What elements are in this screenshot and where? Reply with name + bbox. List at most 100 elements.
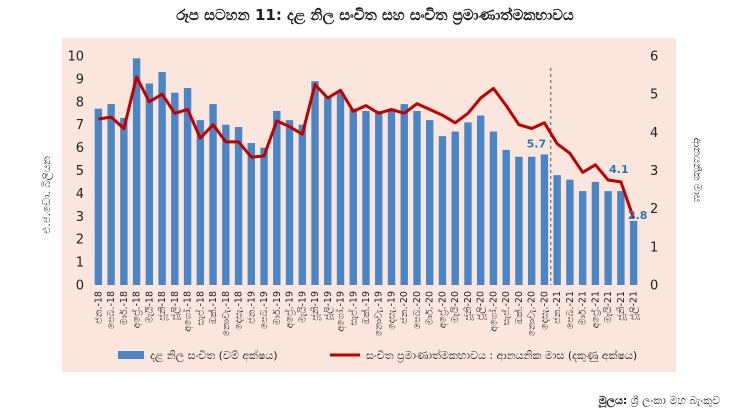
bar bbox=[527, 156, 536, 285]
x-tick-label: මාර්.-21 bbox=[577, 291, 589, 325]
x-tick-label: අප්‍රේ.-19 bbox=[282, 291, 295, 328]
y-left-tick-label: 10 bbox=[67, 50, 84, 65]
bar bbox=[120, 117, 128, 285]
source-label: මූලය: bbox=[598, 394, 628, 407]
data-labels: 5.7 4.1 2.8 bbox=[527, 137, 648, 221]
x-tick-label: අප්‍රේ.-20 bbox=[435, 291, 448, 328]
legend-bar-label: දළ නිල සංචිත (වම් අක්ෂය) bbox=[150, 348, 278, 363]
x-tick-label: ජූලි-19 bbox=[323, 291, 334, 321]
x-tick-label: අගෝ.-19 bbox=[334, 291, 347, 332]
x-tick-label: අගෝ.-18 bbox=[181, 291, 194, 332]
x-tick-label: ජූනි-20 bbox=[463, 291, 474, 321]
bar bbox=[209, 104, 217, 285]
bar bbox=[629, 220, 638, 285]
bar bbox=[222, 124, 230, 285]
bar bbox=[285, 120, 294, 286]
x-tick-label: නොවැ.-18 bbox=[221, 291, 232, 336]
source-text: ශ්‍රී ලංකා මහ බැංකුව bbox=[630, 394, 720, 407]
y-right-tick-label: 5 bbox=[650, 88, 658, 103]
x-tick-label: ඔක්.-20 bbox=[512, 291, 525, 324]
y-axis-right: 0 1 2 3 4 5 6 bbox=[650, 50, 658, 294]
x-tick-label: සැප්.-20 bbox=[499, 291, 512, 325]
y-left-tick-label: 3 bbox=[76, 210, 84, 225]
x-tick-label: මාර්.-18 bbox=[118, 291, 130, 325]
source-note: මූලය: ශ්‍රී ලංකා මහ බැංකුව bbox=[599, 394, 720, 408]
bar bbox=[94, 108, 103, 285]
bar bbox=[311, 81, 319, 285]
y-left-tick-label: 7 bbox=[76, 118, 84, 133]
y-left-tick-label: 1 bbox=[76, 256, 84, 271]
x-tick-label: ජූලි-18 bbox=[170, 291, 181, 321]
bar bbox=[298, 124, 306, 285]
x-tick-label: අප්‍රේ.-21 bbox=[588, 291, 601, 328]
bar bbox=[591, 181, 600, 285]
legend-line-label: සංචිත ප්‍රමාණාත්මකභාවය : ආනයනික මාස (දකු… bbox=[366, 348, 637, 363]
y-right-tick-label: 6 bbox=[650, 50, 658, 65]
y-right-tick-label: 1 bbox=[650, 240, 658, 255]
bar bbox=[464, 122, 472, 285]
x-tick-label: ඔක්.-18 bbox=[206, 291, 219, 324]
bar-series bbox=[94, 58, 638, 286]
bar bbox=[196, 120, 205, 286]
x-tick-label: පෙබ.-21 bbox=[565, 291, 576, 329]
bar bbox=[578, 191, 587, 285]
y-left-tick-label: 0 bbox=[76, 279, 84, 294]
bar bbox=[158, 72, 166, 285]
x-tick-label: මැයි-19 bbox=[297, 291, 308, 323]
bar bbox=[438, 136, 447, 285]
x-tick-label: පෙබ.-20 bbox=[412, 291, 423, 329]
y-right-tick-label: 3 bbox=[650, 164, 658, 179]
y-right-tick-label: 0 bbox=[650, 279, 658, 294]
bar bbox=[183, 88, 192, 285]
y-left-tick-label: 8 bbox=[76, 95, 84, 110]
y-axis-right-title: ආනයනික මාස bbox=[690, 138, 703, 203]
bar bbox=[375, 110, 383, 286]
bar bbox=[426, 120, 434, 286]
x-tick-label: දෙසැ.-18 bbox=[234, 291, 245, 330]
bar bbox=[273, 110, 281, 286]
y-left-tick-label: 6 bbox=[76, 141, 84, 156]
bar bbox=[234, 126, 243, 286]
x-axis: ජන.-18 පෙබ.-18 මාර්.-18 අප්‍රේ.-18 මැයි-18 ජූ… bbox=[93, 291, 640, 336]
x-tick-label: ජූලි-21 bbox=[629, 291, 640, 321]
y-left-tick-label: 9 bbox=[76, 72, 84, 87]
x-tick-label: ජූනි-18 bbox=[157, 291, 168, 321]
legend: දළ නිල සංචිත (වම් අක්ෂය) සංචිත ප්‍රමාණාත… bbox=[118, 348, 637, 363]
bar bbox=[566, 179, 574, 285]
bar bbox=[553, 175, 561, 285]
y-right-tick-label: 2 bbox=[650, 202, 658, 217]
x-tick-label: ජන.-19 bbox=[246, 291, 257, 324]
x-tick-label: පෙබ.-19 bbox=[259, 291, 270, 329]
bar bbox=[247, 143, 255, 285]
bar bbox=[515, 156, 523, 285]
bar bbox=[540, 154, 549, 285]
bar bbox=[387, 110, 396, 286]
x-tick-label: ජන.-20 bbox=[399, 291, 410, 324]
bar bbox=[145, 83, 154, 285]
bar bbox=[617, 191, 625, 285]
bar bbox=[362, 110, 370, 286]
x-tick-label: මැයි-20 bbox=[450, 291, 461, 323]
x-tick-label: ඔක්.-19 bbox=[359, 291, 372, 324]
data-label: 2.8 bbox=[628, 209, 648, 222]
x-tick-label: මැයි-21 bbox=[603, 291, 614, 323]
bar bbox=[107, 104, 115, 285]
x-tick-label: ජූනි-19 bbox=[310, 291, 321, 321]
x-tick-label: සැප්.-19 bbox=[346, 291, 359, 325]
bar bbox=[604, 191, 612, 285]
x-tick-label: මාර්.-20 bbox=[424, 291, 436, 325]
bar bbox=[502, 149, 510, 285]
x-tick-label: ජන.-21 bbox=[552, 291, 563, 324]
y-axis-left: 0 1 2 3 4 5 6 7 8 9 10 bbox=[67, 50, 84, 294]
line-series-group bbox=[98, 75, 636, 219]
bar bbox=[260, 147, 268, 285]
data-label: 5.7 bbox=[527, 137, 547, 150]
y-axis-left-title: එ.ජ.ඩො. බිලියන bbox=[41, 156, 54, 234]
data-label: 4.1 bbox=[609, 163, 629, 176]
x-tick-label: ජන.-18 bbox=[93, 291, 104, 324]
x-tick-label: නොවැ.-20 bbox=[527, 291, 538, 336]
bar bbox=[451, 131, 459, 285]
chart-title: රූප සටහන 11: දළ නිල සංචිත සහ සංචිත ප්‍රම… bbox=[176, 6, 574, 24]
line-series bbox=[98, 75, 636, 219]
